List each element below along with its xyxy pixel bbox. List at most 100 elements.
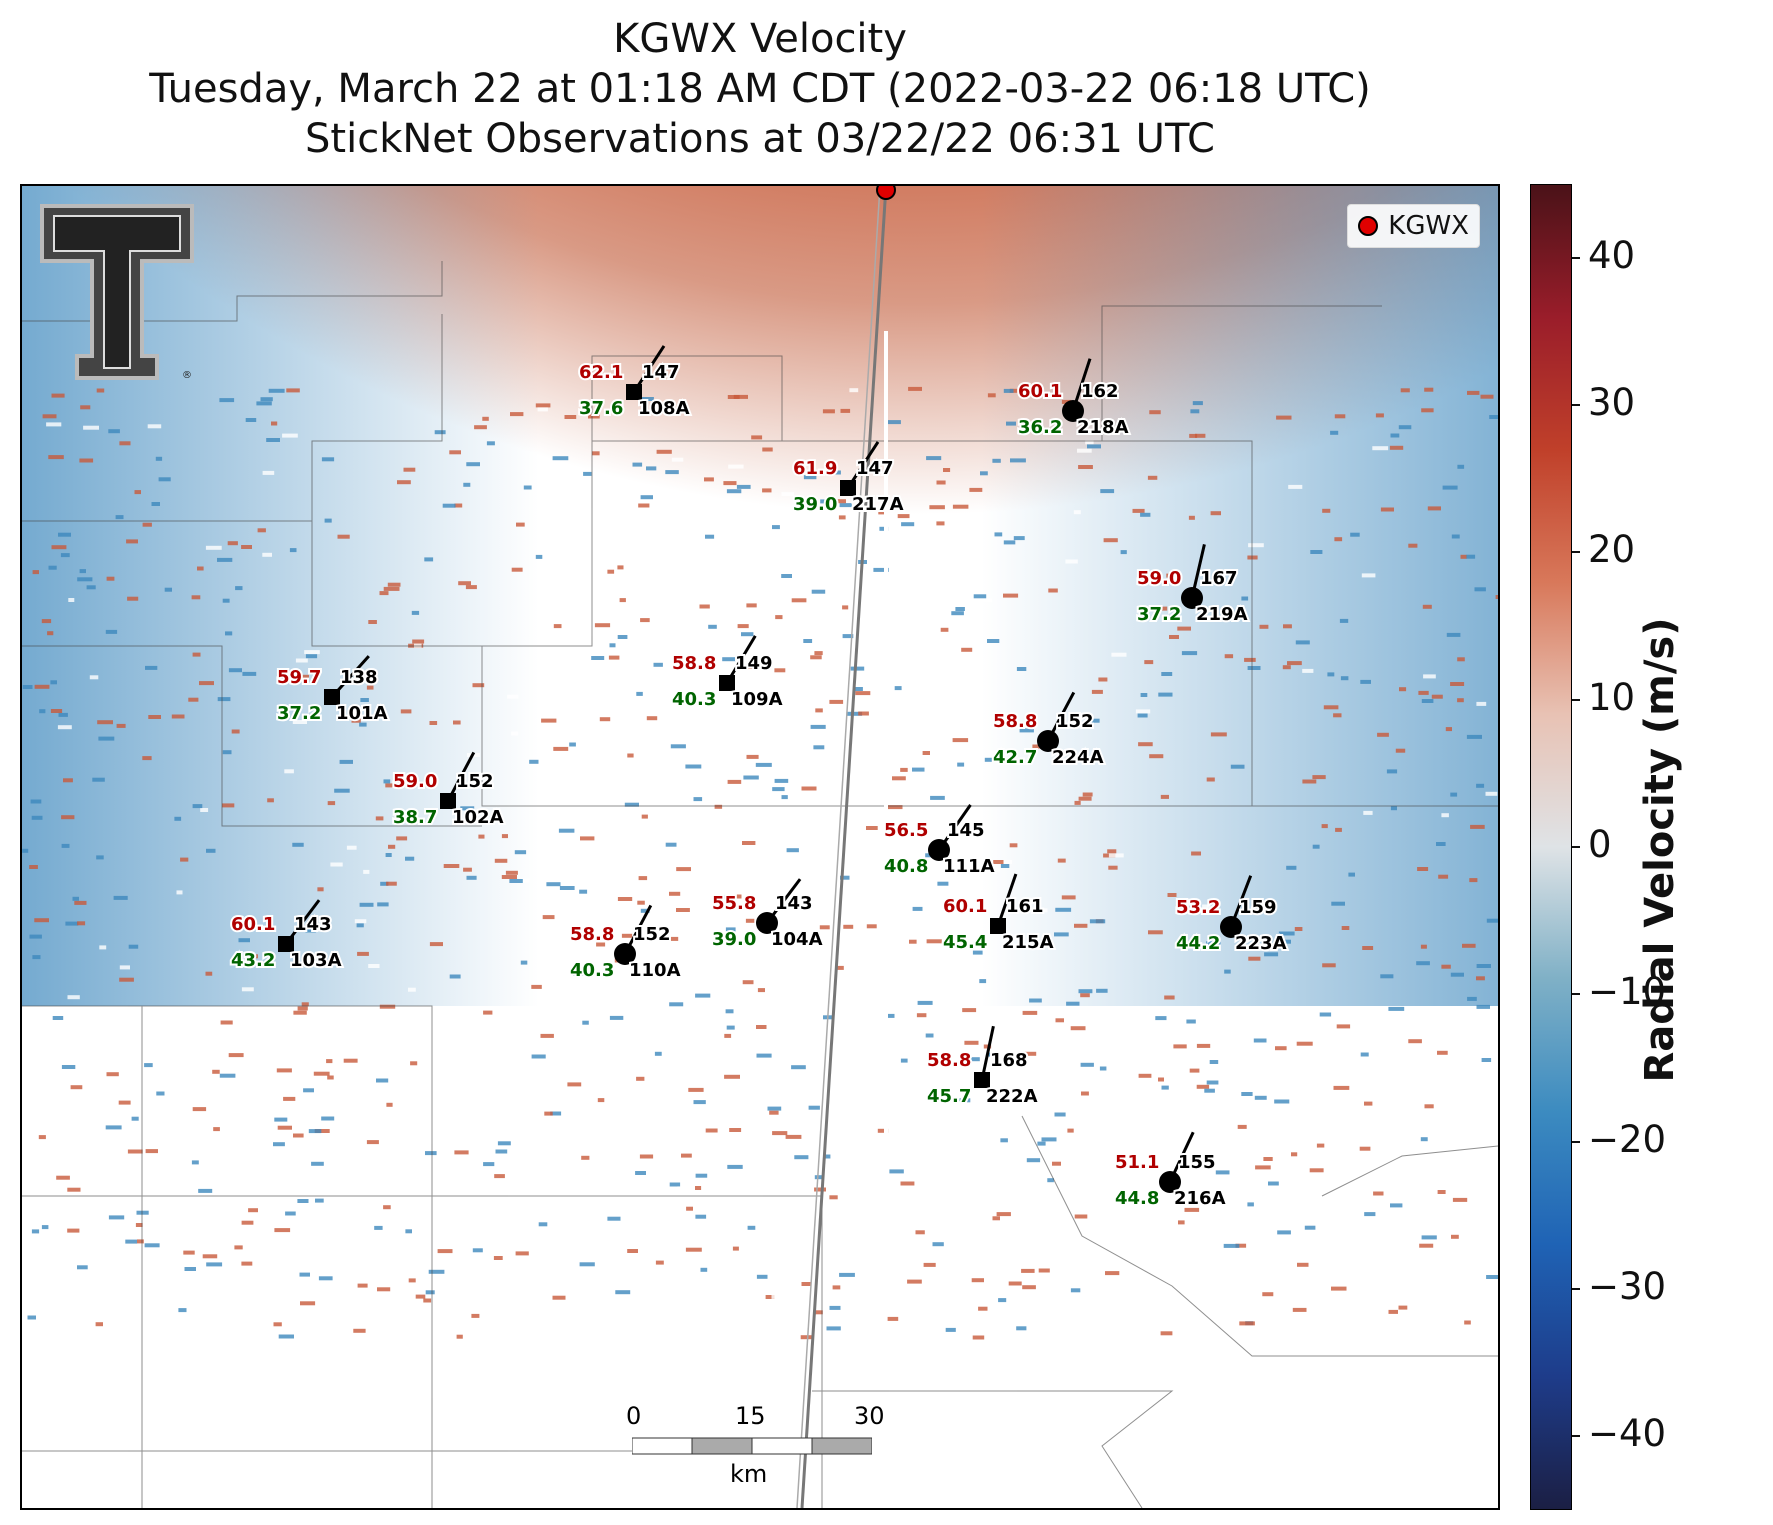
- echo-gate: [540, 1033, 554, 1038]
- station-224A[interactable]: 58.8 152 42.7 224A: [991, 691, 1106, 770]
- echo-gate: [1132, 508, 1145, 513]
- station-216A[interactable]: 51.1 155 44.8 216A: [1113, 1131, 1228, 1211]
- station-102A[interactable]: 59.0 152 38.7 102A: [391, 751, 506, 830]
- echo-gate: [728, 464, 744, 469]
- kgwx-radar-site[interactable]: [876, 186, 896, 200]
- echo-gate: [1259, 624, 1269, 629]
- echo-gate: [1026, 1158, 1041, 1163]
- echo-gate: [723, 481, 737, 486]
- echo-gate: [1000, 864, 1010, 868]
- echo-gate: [944, 1090, 959, 1095]
- echo-gate: [1470, 824, 1485, 829]
- echo-gate: [501, 834, 508, 839]
- echo-gate: [1424, 1104, 1434, 1109]
- echo-gate: [765, 1295, 775, 1299]
- echo-gate: [1052, 1161, 1061, 1166]
- echo-gate: [1322, 963, 1336, 968]
- echo-gate: [1408, 543, 1418, 548]
- echo-gate: [48, 565, 57, 570]
- station-219A[interactable]: 59.0 167 37.2 219A: [1135, 544, 1250, 627]
- echo-gate: [1263, 1157, 1273, 1161]
- echo-gate: [552, 1295, 566, 1300]
- station-circle-icon: [1220, 916, 1242, 938]
- echo-gate: [1331, 901, 1345, 906]
- echo-gate: [165, 1099, 178, 1104]
- station-218A[interactable]: 60.1 162 36.2 218A: [1016, 358, 1131, 440]
- echo-gate: [1105, 1271, 1120, 1276]
- echo-gate: [592, 451, 600, 456]
- echo-gate: [95, 1322, 103, 1327]
- station-square-icon: [278, 936, 294, 952]
- map-legend: KGWX: [1347, 204, 1480, 248]
- station-217A[interactable]: 61.9 147 39.0 217A: [791, 441, 906, 517]
- echo-gate: [410, 1061, 418, 1066]
- echo-gate: [838, 515, 846, 520]
- echo-gate: [775, 615, 783, 620]
- station-square-icon: [974, 1072, 990, 1088]
- echo-gate: [119, 965, 130, 970]
- echo-gate: [515, 1251, 529, 1256]
- echo-gate: [297, 1006, 308, 1011]
- echo-gate: [751, 435, 763, 440]
- echo-gate: [58, 712, 68, 717]
- echo-gate: [1086, 718, 1100, 723]
- echo-gate: [617, 897, 633, 901]
- echo-gate: [636, 691, 643, 696]
- station-222A[interactable]: 58.8 168 45.7 222A: [925, 1025, 1040, 1109]
- echo-gate: [1022, 1285, 1036, 1290]
- echo-gate: [219, 398, 235, 403]
- station-101A[interactable]: 59.7 138 37.2 101A: [275, 655, 390, 726]
- echo-gate: [814, 1187, 826, 1192]
- echo-gate: [1489, 415, 1498, 419]
- echo-gate: [115, 515, 124, 520]
- echo-gate: [228, 668, 242, 673]
- echo-gate: [434, 430, 446, 435]
- echo-gate: [597, 1098, 605, 1103]
- echo-gate: [1080, 993, 1090, 998]
- echo-gate: [282, 433, 298, 438]
- station-223A[interactable]: 53.2 159 44.2 223A: [1174, 875, 1289, 956]
- echo-gate: [1418, 690, 1429, 695]
- echo-gate: [92, 777, 105, 782]
- echo-gate: [106, 1072, 119, 1077]
- echo-gate: [1486, 1275, 1498, 1279]
- echo-gate: [1464, 1320, 1471, 1325]
- station-104A[interactable]: 55.8 143 39.0 104A: [710, 878, 825, 952]
- radar-map[interactable]: 62.1 147 37.6 108A 60.1 162 36.2 218A 61.9 147 39.…: [20, 184, 1500, 1510]
- echo-gate: [912, 906, 923, 911]
- echo-gate: [368, 964, 380, 968]
- echo-gate: [1082, 792, 1093, 797]
- echo-gate: [32, 570, 39, 575]
- echo-gate: [220, 1020, 233, 1025]
- echo-gate: [1274, 1099, 1290, 1104]
- station-215A[interactable]: 60.1 161 45.4 215A: [941, 873, 1056, 955]
- echo-gate: [756, 1274, 768, 1279]
- echo-gate: [260, 1265, 275, 1270]
- echo-gate: [63, 778, 73, 783]
- echo-gate: [811, 589, 826, 594]
- station-circle-icon: [756, 912, 778, 934]
- echo-gate: [50, 680, 57, 685]
- echo-gate: [1160, 1331, 1173, 1336]
- station-110A[interactable]: 58.8 152 40.3 110A: [568, 904, 683, 983]
- echo-gate: [1310, 550, 1323, 554]
- echo-gate: [819, 925, 830, 930]
- colorbar-tick-label: 30: [1588, 381, 1636, 424]
- echo-gate: [1388, 1309, 1398, 1314]
- echo-gate: [1078, 989, 1093, 994]
- echo-gate: [609, 643, 616, 648]
- echo-gate: [1037, 1141, 1046, 1146]
- echo-gate: [636, 1076, 645, 1081]
- station-109A[interactable]: 58.8 149 40.3 109A: [670, 635, 785, 712]
- echo-gate: [1156, 606, 1168, 611]
- station-id: 218A: [1077, 417, 1129, 438]
- station-id: 217A: [852, 494, 904, 515]
- station-108A[interactable]: 62.1 147 37.6 108A: [577, 345, 692, 421]
- echo-gate: [171, 714, 185, 719]
- echo-gate: [164, 587, 172, 592]
- echo-gate: [820, 499, 830, 504]
- echo-gate: [1237, 1124, 1247, 1129]
- station-111A[interactable]: 56.5 145 40.8 111A: [882, 804, 997, 879]
- echo-gate: [42, 414, 57, 419]
- station-103A[interactable]: 60.1 143 43.2 103A: [229, 899, 344, 973]
